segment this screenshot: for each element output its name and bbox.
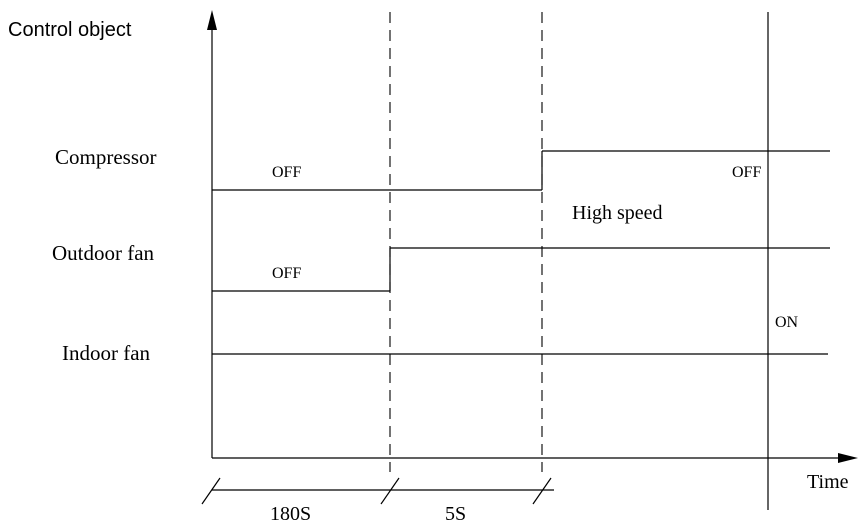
interval-label-5s: 5S	[445, 503, 466, 525]
indoor-fan-on-label: ON	[775, 314, 799, 331]
interval-tick-1	[380, 477, 400, 505]
x-axis-title: Time	[807, 471, 849, 493]
row-label-outdoor-fan: Outdoor fan	[52, 241, 155, 265]
compressor-off-label: OFF	[272, 164, 301, 181]
compressor-off-label-2: OFF	[732, 164, 761, 181]
interval-label-180s: 180S	[270, 503, 311, 525]
interval-tick-0	[201, 477, 221, 505]
y-axis-title: Control object	[8, 19, 132, 41]
x-axis-arrow	[838, 453, 858, 463]
outdoor-fan-off-label: OFF	[272, 265, 301, 282]
interval-tick-2	[532, 477, 552, 505]
y-axis-arrow	[207, 10, 217, 30]
row-label-indoor-fan: Indoor fan	[62, 341, 151, 365]
row-label-compressor: Compressor	[55, 145, 157, 169]
outdoor-fan-high-label: High speed	[572, 202, 663, 224]
